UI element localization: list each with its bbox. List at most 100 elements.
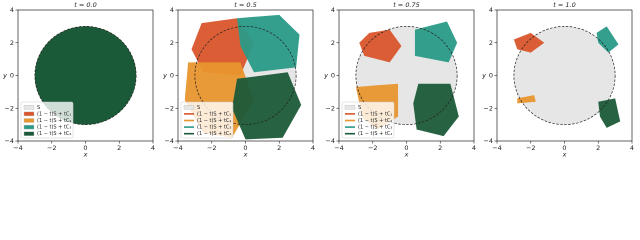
y-axis-label: y — [323, 72, 328, 80]
y-tick-label: −4 — [325, 137, 335, 145]
region — [191, 18, 254, 76]
legend: S(1 − t)S + tC₁(1 − t)S + tC₂(1 − t)S + … — [180, 101, 234, 139]
panel-title: t = 1.0 — [553, 1, 575, 9]
region — [232, 72, 302, 140]
legend-box — [341, 101, 395, 139]
legend-label: (1 − t)S + tC₁ — [358, 111, 392, 117]
plot-area — [513, 26, 621, 128]
y-tick-label: 0 — [489, 72, 493, 80]
y-tick-label: −2 — [164, 104, 174, 112]
y-tick-label: 4 — [331, 6, 335, 14]
region — [359, 29, 402, 63]
legend-label: (1 − t)S + tC₁ — [197, 111, 231, 117]
legend-label: (1 − t)S + tC₂ — [37, 118, 71, 124]
y-tick-label: 2 — [170, 39, 174, 47]
legend-label: (1 − t)S + tC₃ — [358, 125, 392, 131]
reference-circle — [513, 26, 616, 125]
legend-label: (1 − t)S + tC₃ — [37, 125, 71, 131]
x-axis-label: x — [83, 151, 88, 159]
legend: S(1 − t)S + tC₁(1 − t)S + tC₂(1 − t)S + … — [20, 101, 74, 139]
x-tick-label: 4 — [472, 144, 476, 152]
region — [517, 95, 536, 104]
y-tick-label: 2 — [489, 39, 493, 47]
legend-label: (1 − t)S + tC₁ — [37, 111, 71, 117]
panel-title: t = 0.0 — [74, 1, 96, 9]
x-tick-label: −4 — [492, 144, 502, 152]
y-axis-label: y — [481, 72, 486, 80]
reference-circle — [194, 26, 297, 125]
legend-label: (1 − t)S + tC₄ — [358, 131, 392, 137]
region — [413, 83, 459, 137]
x-tick-label: −2 — [526, 144, 536, 152]
x-tick-label: −4 — [173, 144, 183, 152]
x-tick-label: 2 — [438, 144, 442, 152]
reference-circle — [34, 26, 137, 125]
y-axis-label: y — [162, 72, 167, 80]
y-tick-label: 4 — [489, 6, 493, 14]
x-tick-label: 2 — [117, 144, 121, 152]
legend-label: S — [37, 105, 40, 111]
y-tick-label: −2 — [325, 104, 335, 112]
y-tick-label: 0 — [10, 72, 14, 80]
x-tick-label: 0 — [562, 144, 566, 152]
legend-label: (1 − t)S + tC₄ — [197, 131, 231, 137]
x-tick-label: 0 — [243, 144, 247, 152]
y-tick-label: 0 — [170, 72, 174, 80]
y-tick-label: 2 — [10, 39, 14, 47]
panel-title: t = 0.5 — [234, 1, 256, 9]
panel: −4 −2 0 2 4 −4 −2 0 2 4 t = 1.0 x y — [481, 1, 634, 159]
y-tick-label: 4 — [170, 6, 174, 14]
legend-swatch — [23, 105, 35, 110]
legend-swatch — [183, 105, 195, 110]
plot-area — [34, 26, 137, 125]
legend-label: (1 − t)S + tC₂ — [358, 118, 392, 124]
x-tick-label: −2 — [368, 144, 378, 152]
x-tick-label: −2 — [47, 144, 57, 152]
y-tick-label: −2 — [483, 104, 493, 112]
x-tick-label: 0 — [83, 144, 87, 152]
x-tick-label: −4 — [334, 144, 344, 152]
region — [596, 26, 619, 53]
legend-label: S — [197, 105, 200, 111]
x-axis-label: x — [404, 151, 409, 159]
x-tick-label: 4 — [311, 144, 315, 152]
legend-swatch — [344, 105, 356, 110]
x-tick-label: 2 — [277, 144, 281, 152]
legend-box — [180, 101, 234, 139]
x-tick-label: −4 — [13, 144, 23, 152]
legend-label: (1 − t)S + tC₃ — [197, 125, 231, 131]
legend-label: (1 − t)S + tC₂ — [197, 118, 231, 124]
region — [34, 26, 137, 125]
x-tick-label: 4 — [151, 144, 155, 152]
region — [513, 32, 545, 53]
y-tick-label: −2 — [4, 104, 14, 112]
x-tick-label: 2 — [596, 144, 600, 152]
x-tick-label: −2 — [207, 144, 217, 152]
y-axis-label: y — [2, 72, 7, 80]
x-tick-label: 0 — [404, 144, 408, 152]
y-tick-label: −4 — [483, 137, 493, 145]
region — [598, 98, 621, 128]
y-tick-label: 4 — [10, 6, 14, 14]
x-tick-label: 4 — [630, 144, 634, 152]
legend-label: S — [358, 105, 361, 111]
y-tick-label: 0 — [331, 72, 335, 80]
legend-swatch — [23, 124, 35, 130]
y-tick-label: 2 — [331, 39, 335, 47]
legend-swatch — [23, 111, 35, 117]
legend-label: (1 − t)S + tC₄ — [37, 131, 71, 137]
region — [513, 26, 616, 125]
y-tick-label: −4 — [4, 137, 14, 145]
plot-area — [184, 14, 302, 140]
legend-swatch — [23, 131, 35, 136]
panel-title: t = 0.75 — [393, 1, 420, 9]
region — [237, 14, 300, 73]
legend: S(1 − t)S + tC₁(1 − t)S + tC₂(1 − t)S + … — [341, 101, 395, 139]
x-axis-label: x — [243, 151, 248, 159]
y-tick-label: −4 — [164, 137, 174, 145]
x-axis-label: x — [562, 151, 567, 159]
region — [414, 21, 458, 63]
